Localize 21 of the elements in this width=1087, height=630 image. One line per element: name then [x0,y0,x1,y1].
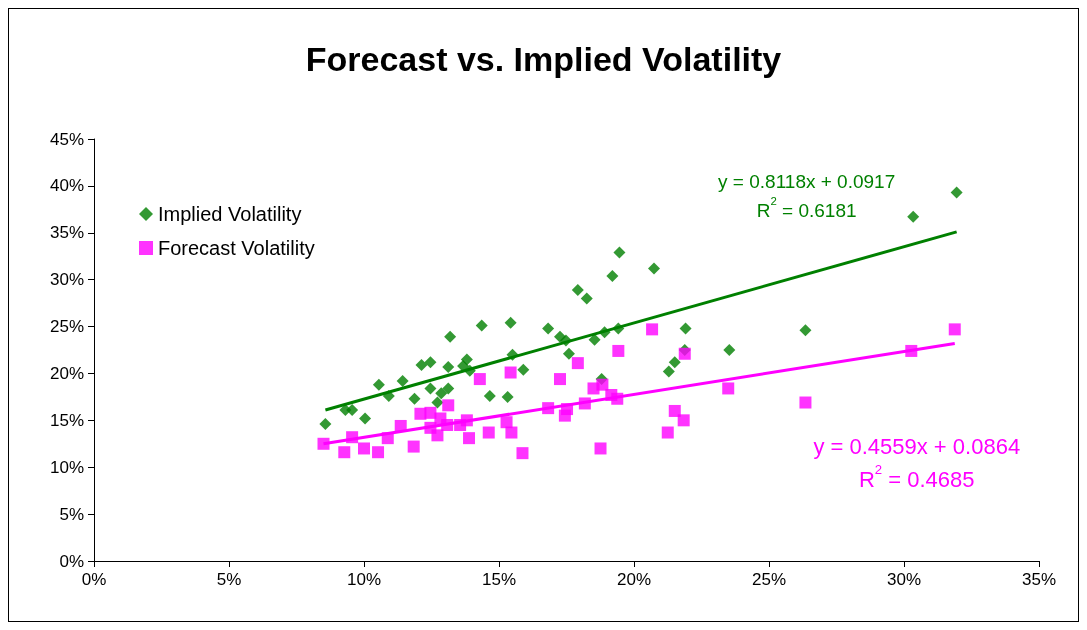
legend-label: Implied Volatility [158,203,302,225]
y-tick-label: 40% [49,176,84,196]
y-tick-label: 20% [49,363,84,383]
x-tick-label: 0% [81,570,107,589]
y-tick-label: 25% [49,317,84,337]
legend-label: Forecast Volatility [158,237,315,259]
y-tick-label: 10% [49,457,84,477]
x-tick-label: 5% [216,570,242,589]
y-tick-label: 15% [49,410,84,430]
x-tick-label: 35% [1021,570,1057,589]
x-tick-label: 25% [751,570,787,589]
y-tick-label: 35% [49,223,84,243]
x-tick-label: 30% [886,570,922,589]
y-tick-label: 0% [59,551,84,571]
y-tick-label: 30% [49,270,84,290]
y-tick-label: 45% [49,129,84,149]
y-tick-label: 5% [59,504,84,524]
x-tick-label: 10% [346,570,382,589]
chart-title: Forecast vs. Implied Volatility [305,40,782,78]
x-tick-label: 15% [481,570,517,589]
x-tick-label: 20% [616,570,652,589]
